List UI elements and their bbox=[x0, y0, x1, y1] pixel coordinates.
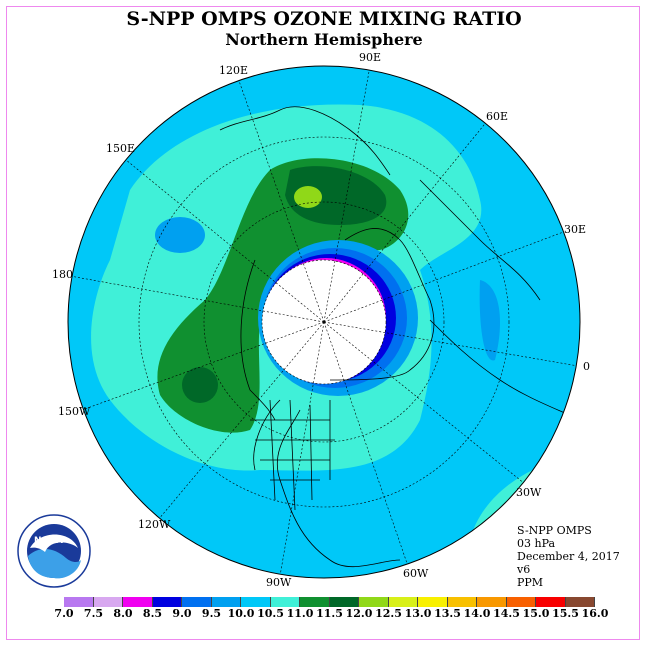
ozone-field-11-5 bbox=[285, 166, 387, 225]
colorbar-swatch bbox=[536, 597, 566, 607]
colorbar-swatch bbox=[359, 597, 389, 607]
noaa-logo-text: NOAA bbox=[34, 536, 63, 546]
colorbar-tick-label: 7.0 bbox=[54, 607, 74, 620]
info-date: December 4, 2017 bbox=[517, 550, 620, 563]
lon-label-30e: 30E bbox=[564, 223, 587, 236]
colorbar-tick-label: 15.0 bbox=[522, 607, 550, 620]
colorbar-tick-label: 10.5 bbox=[257, 607, 284, 620]
colorbar-tick-label: 7.5 bbox=[83, 607, 104, 620]
colorbar-swatch bbox=[152, 597, 182, 607]
colorbar-swatch bbox=[477, 597, 507, 607]
colorbar-swatch bbox=[93, 597, 123, 607]
colorbar-swatch bbox=[565, 597, 595, 607]
colorbar-tick-label: 12.0 bbox=[345, 607, 373, 620]
hemisphere-boundary bbox=[67, 65, 581, 579]
lon-label-150e: 150E bbox=[106, 142, 136, 155]
colorbar-swatch bbox=[388, 597, 418, 607]
colorbar-tick-label: 12.5 bbox=[375, 607, 402, 620]
ozone-field-12 bbox=[294, 186, 322, 208]
lon-label-120e: 120E bbox=[219, 64, 249, 77]
lon-label-120w: 120W bbox=[138, 518, 171, 531]
lon-label-180: 180 bbox=[52, 268, 73, 281]
lon-label-60e: 60E bbox=[486, 110, 509, 123]
colorbar-tick-label: 11.0 bbox=[286, 607, 314, 620]
map-subtitle: Northern Hemisphere bbox=[225, 30, 423, 49]
info-instrument: S-NPP OMPS bbox=[517, 524, 592, 537]
colorbar-tick-label: 14.0 bbox=[463, 607, 491, 620]
info-units: PPM bbox=[517, 576, 544, 589]
colorbar-swatch bbox=[418, 597, 448, 607]
colorbar-tick-label: 13.5 bbox=[434, 607, 461, 620]
lon-label-0: 0 bbox=[583, 360, 590, 373]
colorbar-tick-label: 13.0 bbox=[404, 607, 432, 620]
colorbar-tick-label: 14.5 bbox=[493, 607, 520, 620]
colorbar-tick-label: 8.0 bbox=[113, 607, 133, 620]
colorbar bbox=[64, 597, 595, 607]
ozone-field-11 bbox=[157, 158, 409, 433]
colorbar-swatch bbox=[182, 597, 212, 607]
colorbar-swatch bbox=[300, 597, 330, 607]
colorbar-tick-label: 16.0 bbox=[581, 607, 609, 620]
colorbar-swatch bbox=[123, 597, 153, 607]
coastlines bbox=[219, 106, 580, 568]
lon-label-150w: 150W bbox=[58, 405, 91, 418]
colorbar-tick-label: 9.5 bbox=[201, 607, 222, 620]
colorbar-tick-label: 9.0 bbox=[172, 607, 192, 620]
info-level: 03 hPa bbox=[517, 537, 556, 550]
colorbar-swatch bbox=[64, 597, 94, 607]
colorbar-tick-label: 8.5 bbox=[142, 607, 163, 620]
lon-label-90w: 90W bbox=[266, 576, 292, 589]
colorbar-swatch bbox=[329, 597, 359, 607]
map-title: S-NPP OMPS OZONE MIXING RATIO bbox=[126, 8, 522, 30]
colorbar-swatch bbox=[241, 597, 271, 607]
colorbar-tick-label: 10.0 bbox=[227, 607, 255, 620]
info-version: v6 bbox=[517, 563, 531, 576]
graticule bbox=[69, 66, 579, 577]
info-block: S-NPP OMPS 03 hPa December 4, 2017 v6 PP… bbox=[517, 524, 620, 589]
colorbar-swatch bbox=[270, 597, 300, 607]
colorbar-swatch bbox=[506, 597, 536, 607]
colorbar-swatch bbox=[211, 597, 241, 607]
lon-label-30w: 30W bbox=[516, 486, 542, 499]
lon-label-60w: 60W bbox=[403, 567, 429, 580]
colorbar-tick-label: 15.5 bbox=[552, 607, 579, 620]
figure-frame bbox=[6, 6, 640, 640]
lon-label-90e: 90E bbox=[359, 51, 382, 64]
colorbar-swatch bbox=[447, 597, 477, 607]
colorbar-tick-label: 11.5 bbox=[316, 607, 343, 620]
